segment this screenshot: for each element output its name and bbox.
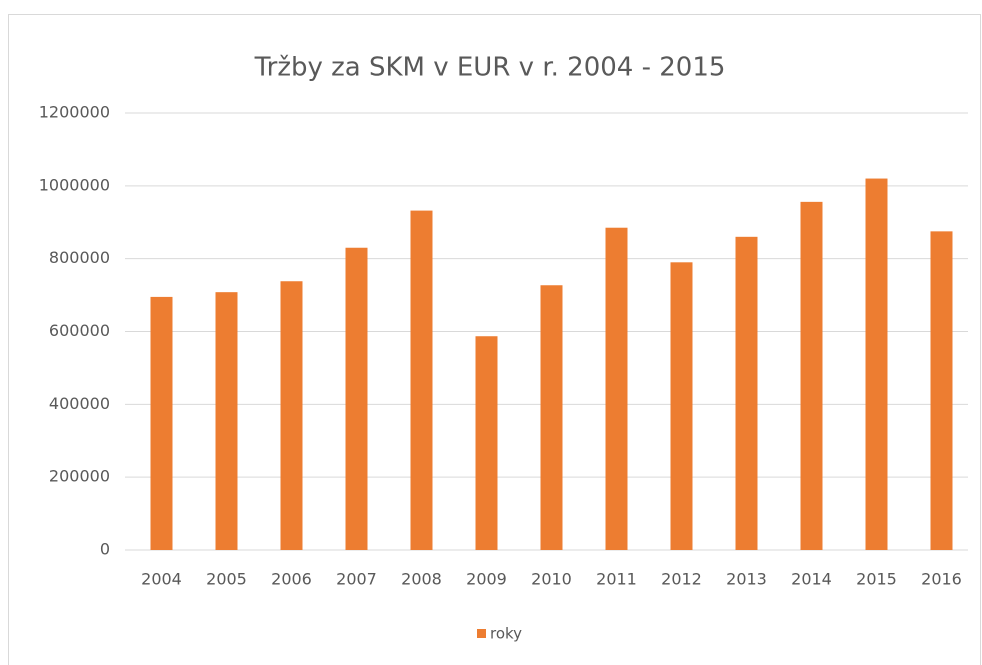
y-tick-label: 0 (100, 540, 110, 559)
bar (475, 336, 498, 550)
x-tick-label: 2012 (661, 570, 702, 589)
chart-title: Tržby za SKM v EUR v r. 2004 - 2015 (254, 53, 726, 83)
x-tick-label: 2011 (596, 570, 637, 589)
x-tick-label: 2008 (401, 570, 442, 589)
x-tick-label: 2009 (466, 570, 507, 589)
y-tick-label: 1000000 (39, 175, 110, 194)
x-tick-label: 2006 (271, 570, 312, 589)
bar (670, 262, 693, 550)
x-tick-label: 2010 (531, 570, 572, 589)
bar (930, 231, 953, 550)
bar (605, 227, 628, 550)
y-tick-label: 1200000 (39, 103, 110, 122)
bar (865, 178, 888, 551)
bar (735, 236, 758, 551)
y-tick-label: 800000 (49, 248, 110, 267)
legend-label: roky (490, 625, 522, 643)
x-tick-label: 2004 (141, 570, 182, 589)
x-tick-label: 2007 (336, 570, 377, 589)
bar (345, 247, 368, 550)
x-tick-label: 2005 (206, 570, 247, 589)
y-tick-label: 400000 (49, 394, 110, 413)
x-tick-label: 2016 (921, 570, 962, 589)
x-tick-label: 2013 (726, 570, 767, 589)
bar (215, 292, 238, 550)
bar (540, 285, 563, 550)
bar (410, 210, 433, 550)
x-tick-label: 2015 (856, 570, 897, 589)
bar (280, 281, 303, 550)
y-tick-label: 600000 (49, 321, 110, 340)
legend-swatch (477, 629, 486, 638)
bar (800, 201, 823, 550)
bar (150, 296, 173, 550)
x-tick-label: 2014 (791, 570, 832, 589)
y-tick-label: 200000 (49, 467, 110, 486)
